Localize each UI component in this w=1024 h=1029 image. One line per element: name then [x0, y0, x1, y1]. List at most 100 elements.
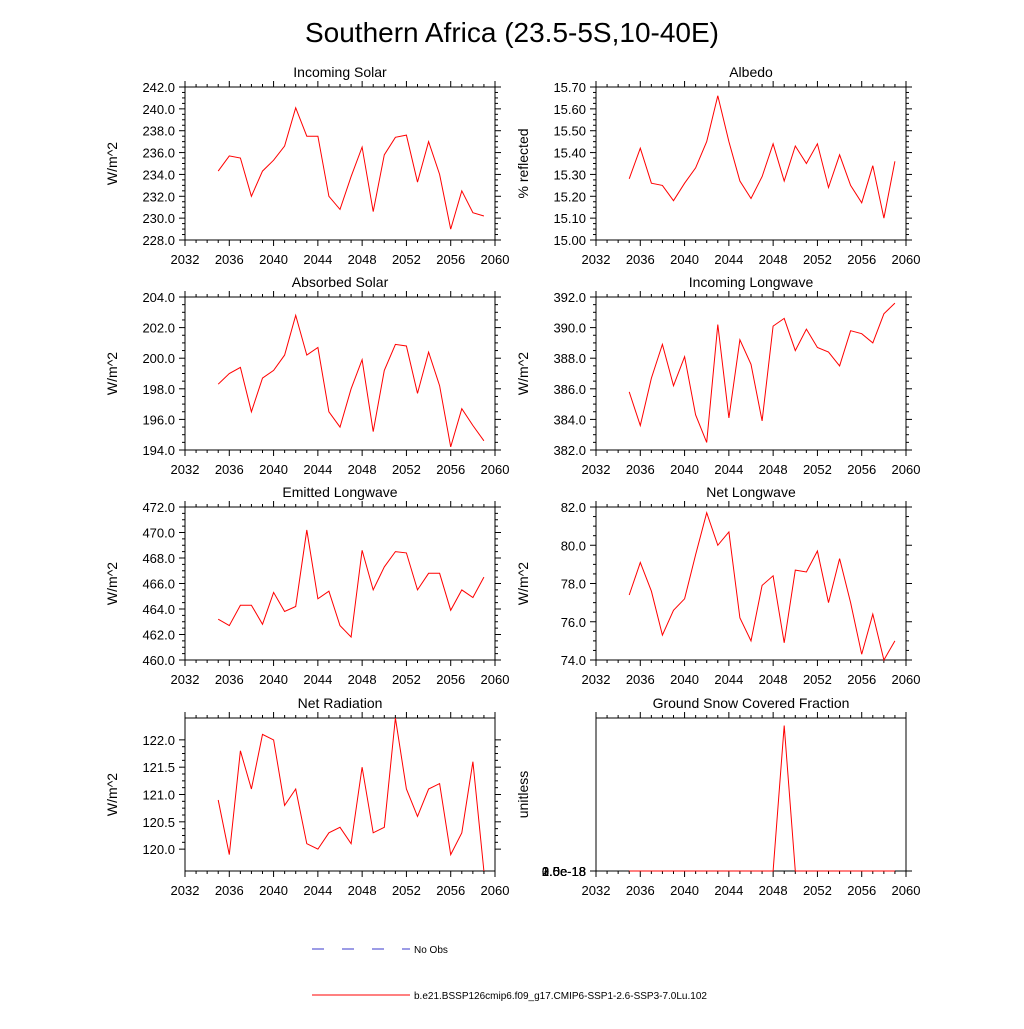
panel-8: Ground Snow Covered Fraction unitless 2032… [515, 695, 920, 898]
x-tick-label: 2036 [626, 252, 655, 267]
x-tick-label: 2040 [670, 462, 699, 477]
x-tick-label: 2056 [847, 252, 876, 267]
y-tick-label: 80.0 [561, 538, 586, 553]
y-tick-label: 202.0 [142, 321, 175, 336]
x-tick-label: 2036 [215, 462, 244, 477]
x-tick-label: 2036 [626, 672, 655, 687]
series-line [217, 106, 485, 230]
y-tick-label: 120.5 [142, 815, 175, 830]
y-tick-label: 386.0 [553, 382, 586, 397]
series-line [628, 95, 896, 219]
x-tick-label: 2052 [392, 462, 421, 477]
plot-frame [184, 506, 496, 661]
panel-title: Net Longwave [706, 484, 796, 500]
y-axis-label: W/m^2 [104, 142, 120, 185]
x-tick-label: 2044 [714, 252, 743, 267]
plot-frame [595, 717, 907, 872]
x-tick-label: 2060 [481, 883, 510, 898]
y-tick-label: 392.0 [553, 290, 586, 305]
x-tick-label: 2056 [847, 883, 876, 898]
y-tick-label: 468.0 [142, 551, 175, 566]
panel-title: Incoming Longwave [689, 274, 814, 290]
y-tick-label: 232.0 [142, 189, 175, 204]
y-tick-label: 15.50 [553, 124, 586, 139]
panel-5: Emitted Longwave W/m^2 2032 2036 2040 2044 204… [104, 484, 509, 687]
y-tick-label: 200.0 [142, 351, 175, 366]
y-tick-label: 0.5e-18 [542, 864, 586, 879]
x-tick-label: 2056 [847, 462, 876, 477]
x-tick-label: 2032 [582, 462, 611, 477]
x-tick-label: 2044 [714, 672, 743, 687]
y-tick-label: 1.0e-18 [542, 864, 586, 879]
x-tick-label: 2048 [348, 252, 377, 267]
panel-title: Absorbed Solar [292, 274, 389, 290]
x-tick-label: 2056 [436, 252, 465, 267]
y-tick-label: 0.0e-18 [542, 864, 586, 879]
y-tick-label: 472.0 [142, 500, 175, 515]
x-tick-label: 2052 [803, 883, 832, 898]
x-tick-label: 2060 [892, 252, 921, 267]
panel-3: Absorbed Solar W/m^2 2032 2036 2040 2044 2048 2… [104, 274, 509, 477]
series-line [217, 313, 485, 448]
y-axis-label: W/m^2 [104, 352, 120, 395]
y-tick-label: 242.0 [142, 80, 175, 95]
y-tick-label: 15.20 [553, 189, 586, 204]
x-tick-label: 2040 [670, 672, 699, 687]
y-tick-label: 15.00 [553, 233, 586, 248]
x-tick-label: 2048 [759, 672, 788, 687]
y-tick-label: 466.0 [142, 577, 175, 592]
x-tick-label: 2040 [670, 883, 699, 898]
y-tick-label: 196.0 [142, 412, 175, 427]
y-tick-label: 2.5e-18 [542, 864, 586, 879]
x-tick-label: 2056 [436, 462, 465, 477]
y-tick-label: 228.0 [142, 233, 175, 248]
panels: Incoming Solar W/m^2 2032 2036 2040 2044 2048 2… [104, 64, 920, 898]
x-tick-label: 2032 [582, 672, 611, 687]
y-tick-label: 198.0 [142, 382, 175, 397]
panel-6: Net Longwave W/m^2 2032 2036 2040 2044 2048 205… [515, 484, 920, 687]
x-tick-label: 2044 [303, 252, 332, 267]
x-tick-label: 2040 [259, 462, 288, 477]
y-tick-label: 82.0 [561, 500, 586, 515]
x-tick-label: 2040 [670, 252, 699, 267]
y-tick-label: 390.0 [553, 321, 586, 336]
series-line [217, 529, 485, 639]
panel-7: Net Radiation W/m^2 2032 2036 2040 2044 2048 20… [104, 695, 509, 898]
x-tick-label: 2032 [582, 883, 611, 898]
y-tick-label: 15.60 [553, 102, 586, 117]
y-tick-label: 388.0 [553, 351, 586, 366]
x-tick-label: 2044 [303, 462, 332, 477]
x-tick-label: 2060 [481, 462, 510, 477]
x-tick-label: 2044 [303, 672, 332, 687]
x-tick-label: 2044 [714, 462, 743, 477]
x-tick-label: 2048 [759, 883, 788, 898]
x-tick-label: 2032 [582, 252, 611, 267]
plot-frame [184, 717, 496, 872]
legend-model-label: b.e21.BSSP126cmip6.f09_g17.CMIP6-SSP1-2.… [414, 991, 707, 1002]
y-tick-label: 74.0 [561, 653, 586, 668]
plot-frame [595, 296, 907, 451]
y-tick-label: 230.0 [142, 211, 175, 226]
y-axis-label: W/m^2 [515, 562, 531, 605]
x-tick-label: 2052 [392, 883, 421, 898]
panel-1: Incoming Solar W/m^2 2032 2036 2040 2044 2048 2… [104, 64, 509, 267]
y-tick-label: 122.0 [142, 733, 175, 748]
x-tick-label: 2052 [392, 252, 421, 267]
x-tick-label: 2048 [348, 883, 377, 898]
x-tick-label: 2052 [803, 462, 832, 477]
y-tick-label: 15.70 [553, 80, 586, 95]
x-tick-label: 2056 [847, 672, 876, 687]
x-tick-label: 2036 [215, 252, 244, 267]
x-tick-label: 2040 [259, 883, 288, 898]
x-tick-label: 2036 [626, 883, 655, 898]
legend: No Obs b.e21.BSSP126cmip6.f09_g17.CMIP6-… [312, 945, 707, 1002]
y-tick-label: 234.0 [142, 167, 175, 182]
x-tick-label: 2032 [171, 672, 200, 687]
series-line [628, 302, 896, 443]
y-tick-label: 78.0 [561, 577, 586, 592]
y-tick-label: 121.0 [142, 788, 175, 803]
panel-title: Incoming Solar [293, 64, 387, 80]
x-tick-label: 2032 [171, 883, 200, 898]
